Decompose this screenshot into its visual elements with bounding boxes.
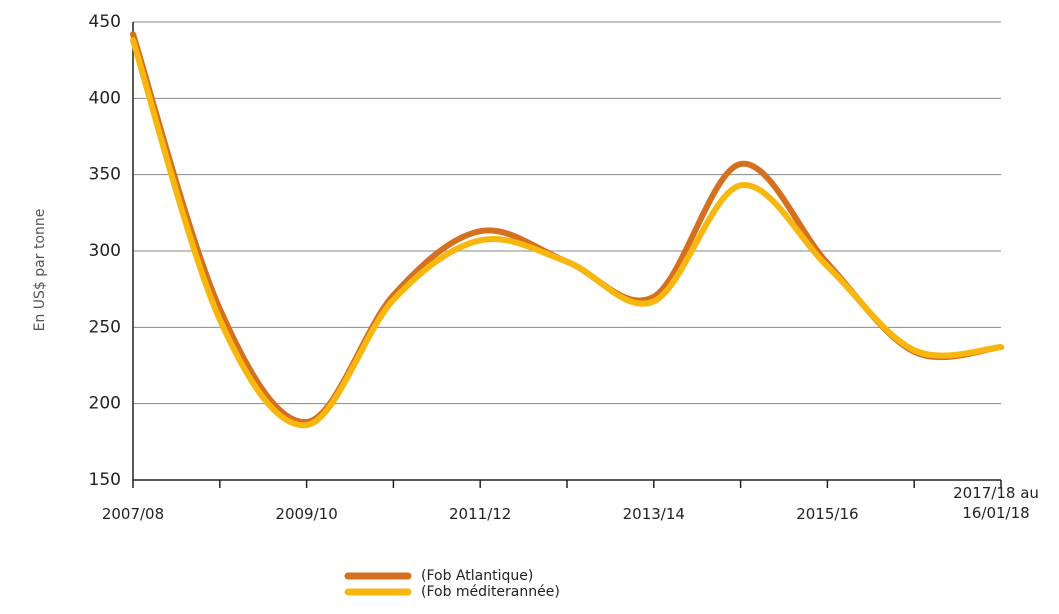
series-line xyxy=(130,31,1004,425)
series-line xyxy=(130,37,1004,429)
x-tick-label: 2015/16 xyxy=(796,505,859,523)
legend-label: (Fob méditerannée) xyxy=(421,584,560,600)
y-tick-label: 150 xyxy=(89,470,121,490)
x-tick-label: 2007/08 xyxy=(101,505,165,523)
y-tick-label: 250 xyxy=(89,317,121,337)
y-tick-label: 350 xyxy=(89,165,121,185)
legend-label: (Fob Atlantique) xyxy=(421,568,533,584)
x-tick-label: 2011/12 xyxy=(449,505,512,523)
x-tick-label: 2009/10 xyxy=(275,505,338,523)
x-tick-label: 2013/14 xyxy=(622,505,685,523)
y-axis-label: En US$ par tonne xyxy=(32,209,48,332)
y-tick-label: 450 xyxy=(89,12,121,32)
y-tick-label: 200 xyxy=(89,394,121,414)
x-tick-label: 2017/18 au 16/01/18 xyxy=(953,484,1039,522)
y-tick-label: 400 xyxy=(89,88,121,108)
y-tick-label: 300 xyxy=(89,241,121,261)
